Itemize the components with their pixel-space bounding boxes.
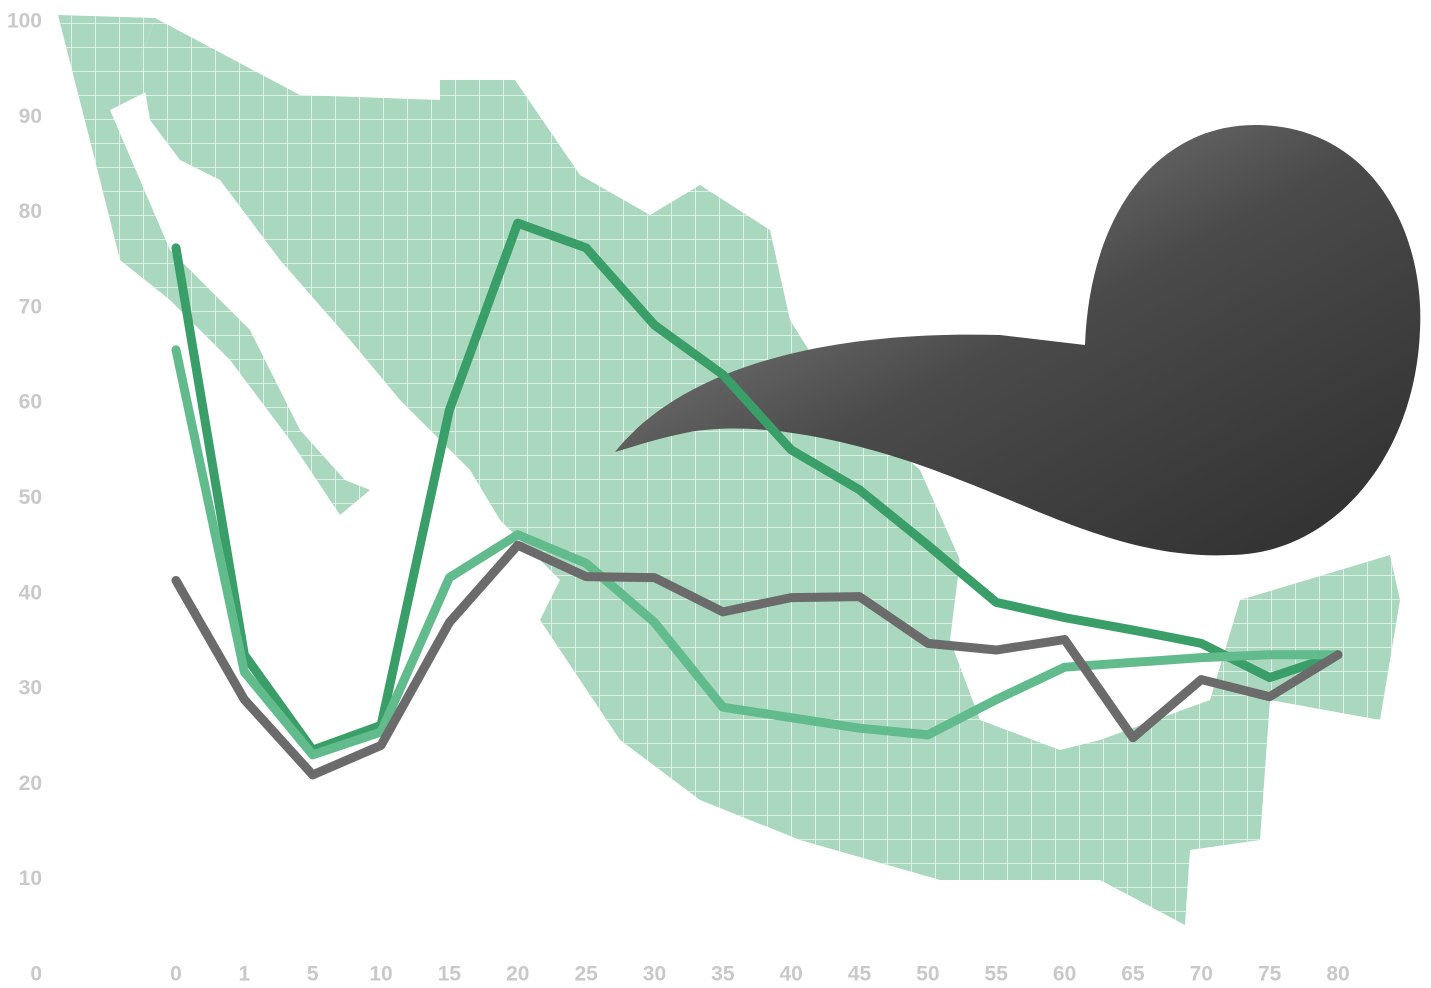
photo-background [615, 125, 1421, 556]
y-tick-label: 50 [19, 486, 42, 509]
y-tick-label: 0 [30, 963, 42, 986]
x-tick-label: 20 [506, 963, 529, 986]
x-tick-label: 80 [1326, 963, 1349, 986]
y-tick-label: 20 [19, 772, 42, 795]
x-tick-label: 25 [574, 963, 598, 986]
series-line [171, 218, 1343, 755]
y-tick-label: 40 [19, 581, 42, 604]
x-tick-label: 50 [916, 963, 939, 986]
x-tick-label: 75 [1258, 963, 1282, 986]
x-tick-label: 60 [1053, 963, 1076, 986]
y-tick-label: 70 [19, 295, 42, 318]
x-tick-label: 35 [711, 963, 735, 986]
y-tick-label: 90 [19, 105, 42, 128]
x-tick-label: 70 [1190, 963, 1213, 986]
y-tick-label: 100 [7, 10, 42, 33]
x-tick-label: 45 [848, 963, 872, 986]
x-tick-label: 1 [239, 963, 251, 986]
x-tick-label: 10 [369, 963, 392, 986]
x-tick-label: 55 [985, 963, 1009, 986]
y-tick-label: 80 [19, 200, 42, 223]
x-tick-label: 5 [307, 963, 319, 986]
series-line [171, 540, 1343, 780]
y-tick-label: 60 [19, 391, 42, 414]
x-tick-label: 65 [1121, 963, 1145, 986]
x-tick-label: 30 [643, 963, 666, 986]
y-tick-label: 10 [19, 867, 42, 890]
x-tick-label: 15 [438, 963, 462, 986]
x-tick-label: 0 [170, 963, 182, 986]
y-tick-label: 30 [19, 677, 42, 700]
series-line [171, 345, 1343, 760]
x-tick-label: 40 [779, 963, 802, 986]
map-background [58, 15, 1400, 925]
